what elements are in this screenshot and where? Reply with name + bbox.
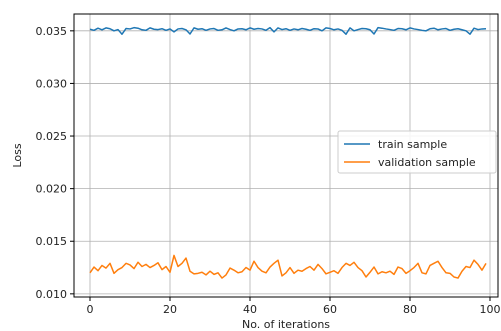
- plot-frame: [73, 13, 499, 298]
- x-tick-label-3: 60: [323, 303, 337, 316]
- x-tick-label-0: 0: [87, 303, 94, 316]
- axis-ticks: 0 20 40 60 80 100 0.010 0.015 0.020 0.025 0.030 0.0…: [36, 25, 501, 316]
- x-tick-label-5: 100: [480, 303, 501, 316]
- series-lines: [89, 26, 487, 279]
- x-tick-label-4: 80: [403, 303, 417, 316]
- legend-box: [337, 130, 497, 174]
- series-line-validation: [89, 254, 487, 279]
- y-axis-title: Loss: [11, 143, 24, 167]
- y-tick-label-4: 0.030: [36, 77, 68, 90]
- x-tick-label-2: 40: [243, 303, 257, 316]
- legend: train sample validation sample: [337, 130, 497, 174]
- legend-label-train: train sample: [378, 138, 447, 151]
- y-tick-label-0: 0.010: [36, 288, 68, 301]
- x-tick-label-1: 20: [163, 303, 177, 316]
- x-axis-title: No. of iterations: [242, 318, 330, 331]
- y-tick-label-3: 0.025: [36, 130, 68, 143]
- y-tick-label-5: 0.035: [36, 25, 68, 38]
- series-line-train: [89, 26, 487, 35]
- y-tick-label-2: 0.020: [36, 183, 68, 196]
- y-tick-label-1: 0.015: [36, 235, 68, 248]
- legend-label-validation: validation sample: [378, 156, 476, 169]
